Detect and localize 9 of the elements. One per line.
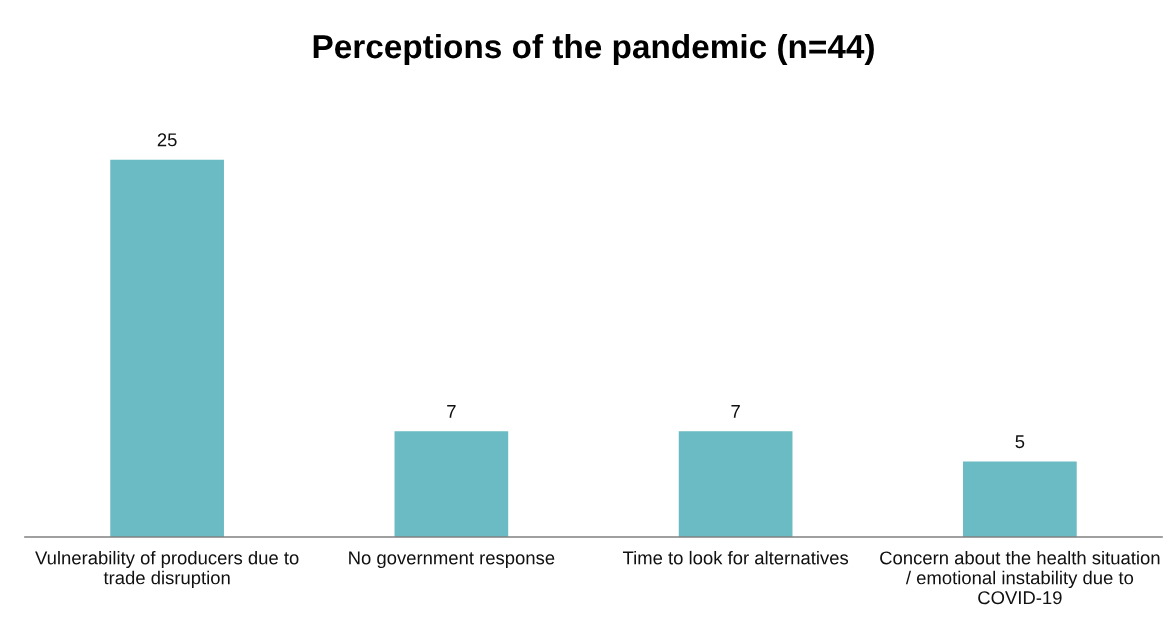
data-label: 25 (157, 133, 177, 147)
x-tick-label: Concern about the health situation / emotional instability due to COVID-19 (880, 550, 1160, 605)
x-tick-label: Vulnerability of producers due to trade disruption (35, 550, 299, 589)
x-tick-label: No government response (349, 551, 555, 569)
chart-title: Perceptions of the pandemic (n=44) (313, 33, 874, 66)
x-tick-label: Time to look for alternatives (622, 550, 849, 565)
data-label: 7 (447, 405, 456, 418)
data-label: 5 (1015, 435, 1025, 449)
data-label: 7 (731, 405, 740, 418)
